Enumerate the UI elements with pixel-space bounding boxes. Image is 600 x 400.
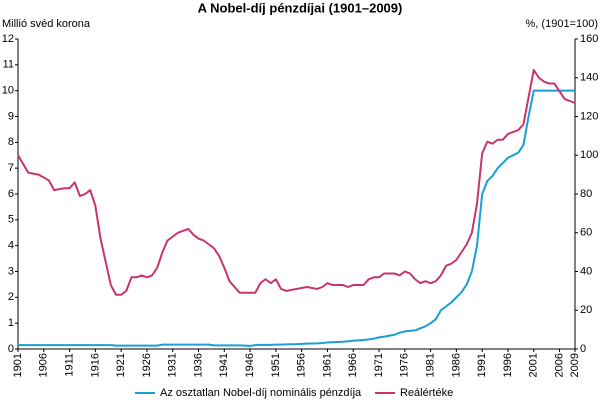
y2-tick-label: 160 xyxy=(580,33,598,45)
series-line xyxy=(17,69,576,296)
x-tick-label: 1916 xyxy=(89,353,101,377)
y2-tick-label: 40 xyxy=(580,265,592,277)
y2-axis-label: %, (1901=100) xyxy=(526,18,598,30)
y-tick-label: 6 xyxy=(8,188,14,200)
y-tick-label: 8 xyxy=(8,136,14,148)
x-tick-label: 2001 xyxy=(528,353,540,377)
y2-tick-label: 60 xyxy=(580,227,592,239)
y-tick-label: 12 xyxy=(2,33,14,45)
x-tick-label: 1971 xyxy=(373,353,385,377)
chart-title: A Nobel-díj pénzdíjai (1901–2009) xyxy=(198,0,403,15)
x-tick-label: 1981 xyxy=(424,353,436,377)
x-tick-label: 1976 xyxy=(399,353,411,377)
y2-tick-label: 120 xyxy=(580,110,598,122)
x-tick-label: 1906 xyxy=(38,353,50,377)
x-tick-label: 1936 xyxy=(192,353,204,377)
y-tick-label: 10 xyxy=(2,85,14,97)
x-tick-label: 1921 xyxy=(115,353,127,377)
y-tick-label: 1 xyxy=(8,317,14,329)
legend-label: Az osztatlan Nobel-díj nominális pénzdíj… xyxy=(160,387,362,399)
y2-tick-label: 0 xyxy=(580,343,586,355)
y-tick-label: 5 xyxy=(8,214,14,226)
x-tick-label: 2009 xyxy=(569,353,581,377)
x-tick-label: 1931 xyxy=(167,353,179,377)
x-tick-label: 1941 xyxy=(218,353,230,377)
y-tick-label: 11 xyxy=(3,59,14,71)
y2-tick-label: 20 xyxy=(580,304,592,316)
x-tick-label: 2006 xyxy=(553,353,565,377)
legend-label: Reálértéke xyxy=(400,387,453,399)
x-tick-label: 1986 xyxy=(450,353,462,377)
x-tick-label: 1946 xyxy=(244,353,256,377)
x-tick-label: 1951 xyxy=(270,353,282,377)
x-tick-label: 1926 xyxy=(141,353,153,377)
y-tick-label: 0 xyxy=(8,343,14,355)
x-tick-label: 1901 xyxy=(12,353,24,377)
series-line xyxy=(18,89,575,347)
y-tick-label: 9 xyxy=(8,110,14,122)
y-tick-label: 4 xyxy=(8,240,14,252)
x-tick-label: 1966 xyxy=(347,353,359,377)
x-tick-label: 1956 xyxy=(296,353,308,377)
y2-tick-label: 80 xyxy=(580,188,592,200)
x-tick-label: 1996 xyxy=(502,353,514,377)
y-tick-label: 2 xyxy=(8,291,14,303)
x-tick-label: 1911 xyxy=(63,353,75,377)
y2-tick-label: 140 xyxy=(580,72,598,84)
x-tick-label: 1991 xyxy=(476,353,488,377)
y-tick-label: 3 xyxy=(8,265,14,277)
y-axis-label: Millió svéd korona xyxy=(2,18,91,30)
y2-tick-label: 100 xyxy=(580,149,598,161)
x-tick-label: 1961 xyxy=(321,353,333,377)
y-tick-label: 7 xyxy=(8,162,14,174)
